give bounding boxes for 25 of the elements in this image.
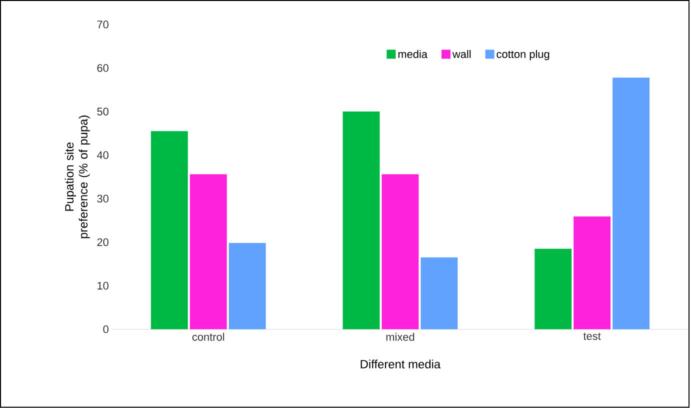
bar bbox=[342, 112, 380, 330]
legend-label: cotton plug bbox=[496, 50, 550, 60]
bar bbox=[612, 78, 650, 330]
bar bbox=[190, 174, 227, 330]
x-tick-label: mixed bbox=[386, 332, 414, 341]
x-tick-label: test bbox=[583, 332, 601, 340]
x-tick-label: control bbox=[192, 332, 224, 341]
bar bbox=[574, 216, 611, 330]
y-tick-label: 50 bbox=[97, 108, 108, 116]
legend-label: wall bbox=[452, 50, 471, 58]
bar bbox=[382, 174, 419, 330]
x-axis-title: Different media bbox=[360, 360, 441, 369]
legend-label: media bbox=[398, 50, 428, 58]
y-tick-label: 20 bbox=[97, 238, 108, 246]
y-tick-label: 10 bbox=[98, 282, 108, 290]
y-tick-label: 0 bbox=[103, 326, 108, 334]
bar bbox=[228, 243, 266, 330]
bar bbox=[150, 131, 188, 330]
y-tick-label: 30 bbox=[97, 194, 108, 203]
y-tick-label: 60 bbox=[97, 64, 108, 72]
y-axis-title: Pupation site preference (% of pupa) bbox=[64, 116, 90, 238]
bar bbox=[534, 248, 572, 330]
y-tick-label: 40 bbox=[96, 151, 108, 160]
bar bbox=[420, 258, 458, 330]
y-tick-label: 70 bbox=[97, 20, 108, 28]
